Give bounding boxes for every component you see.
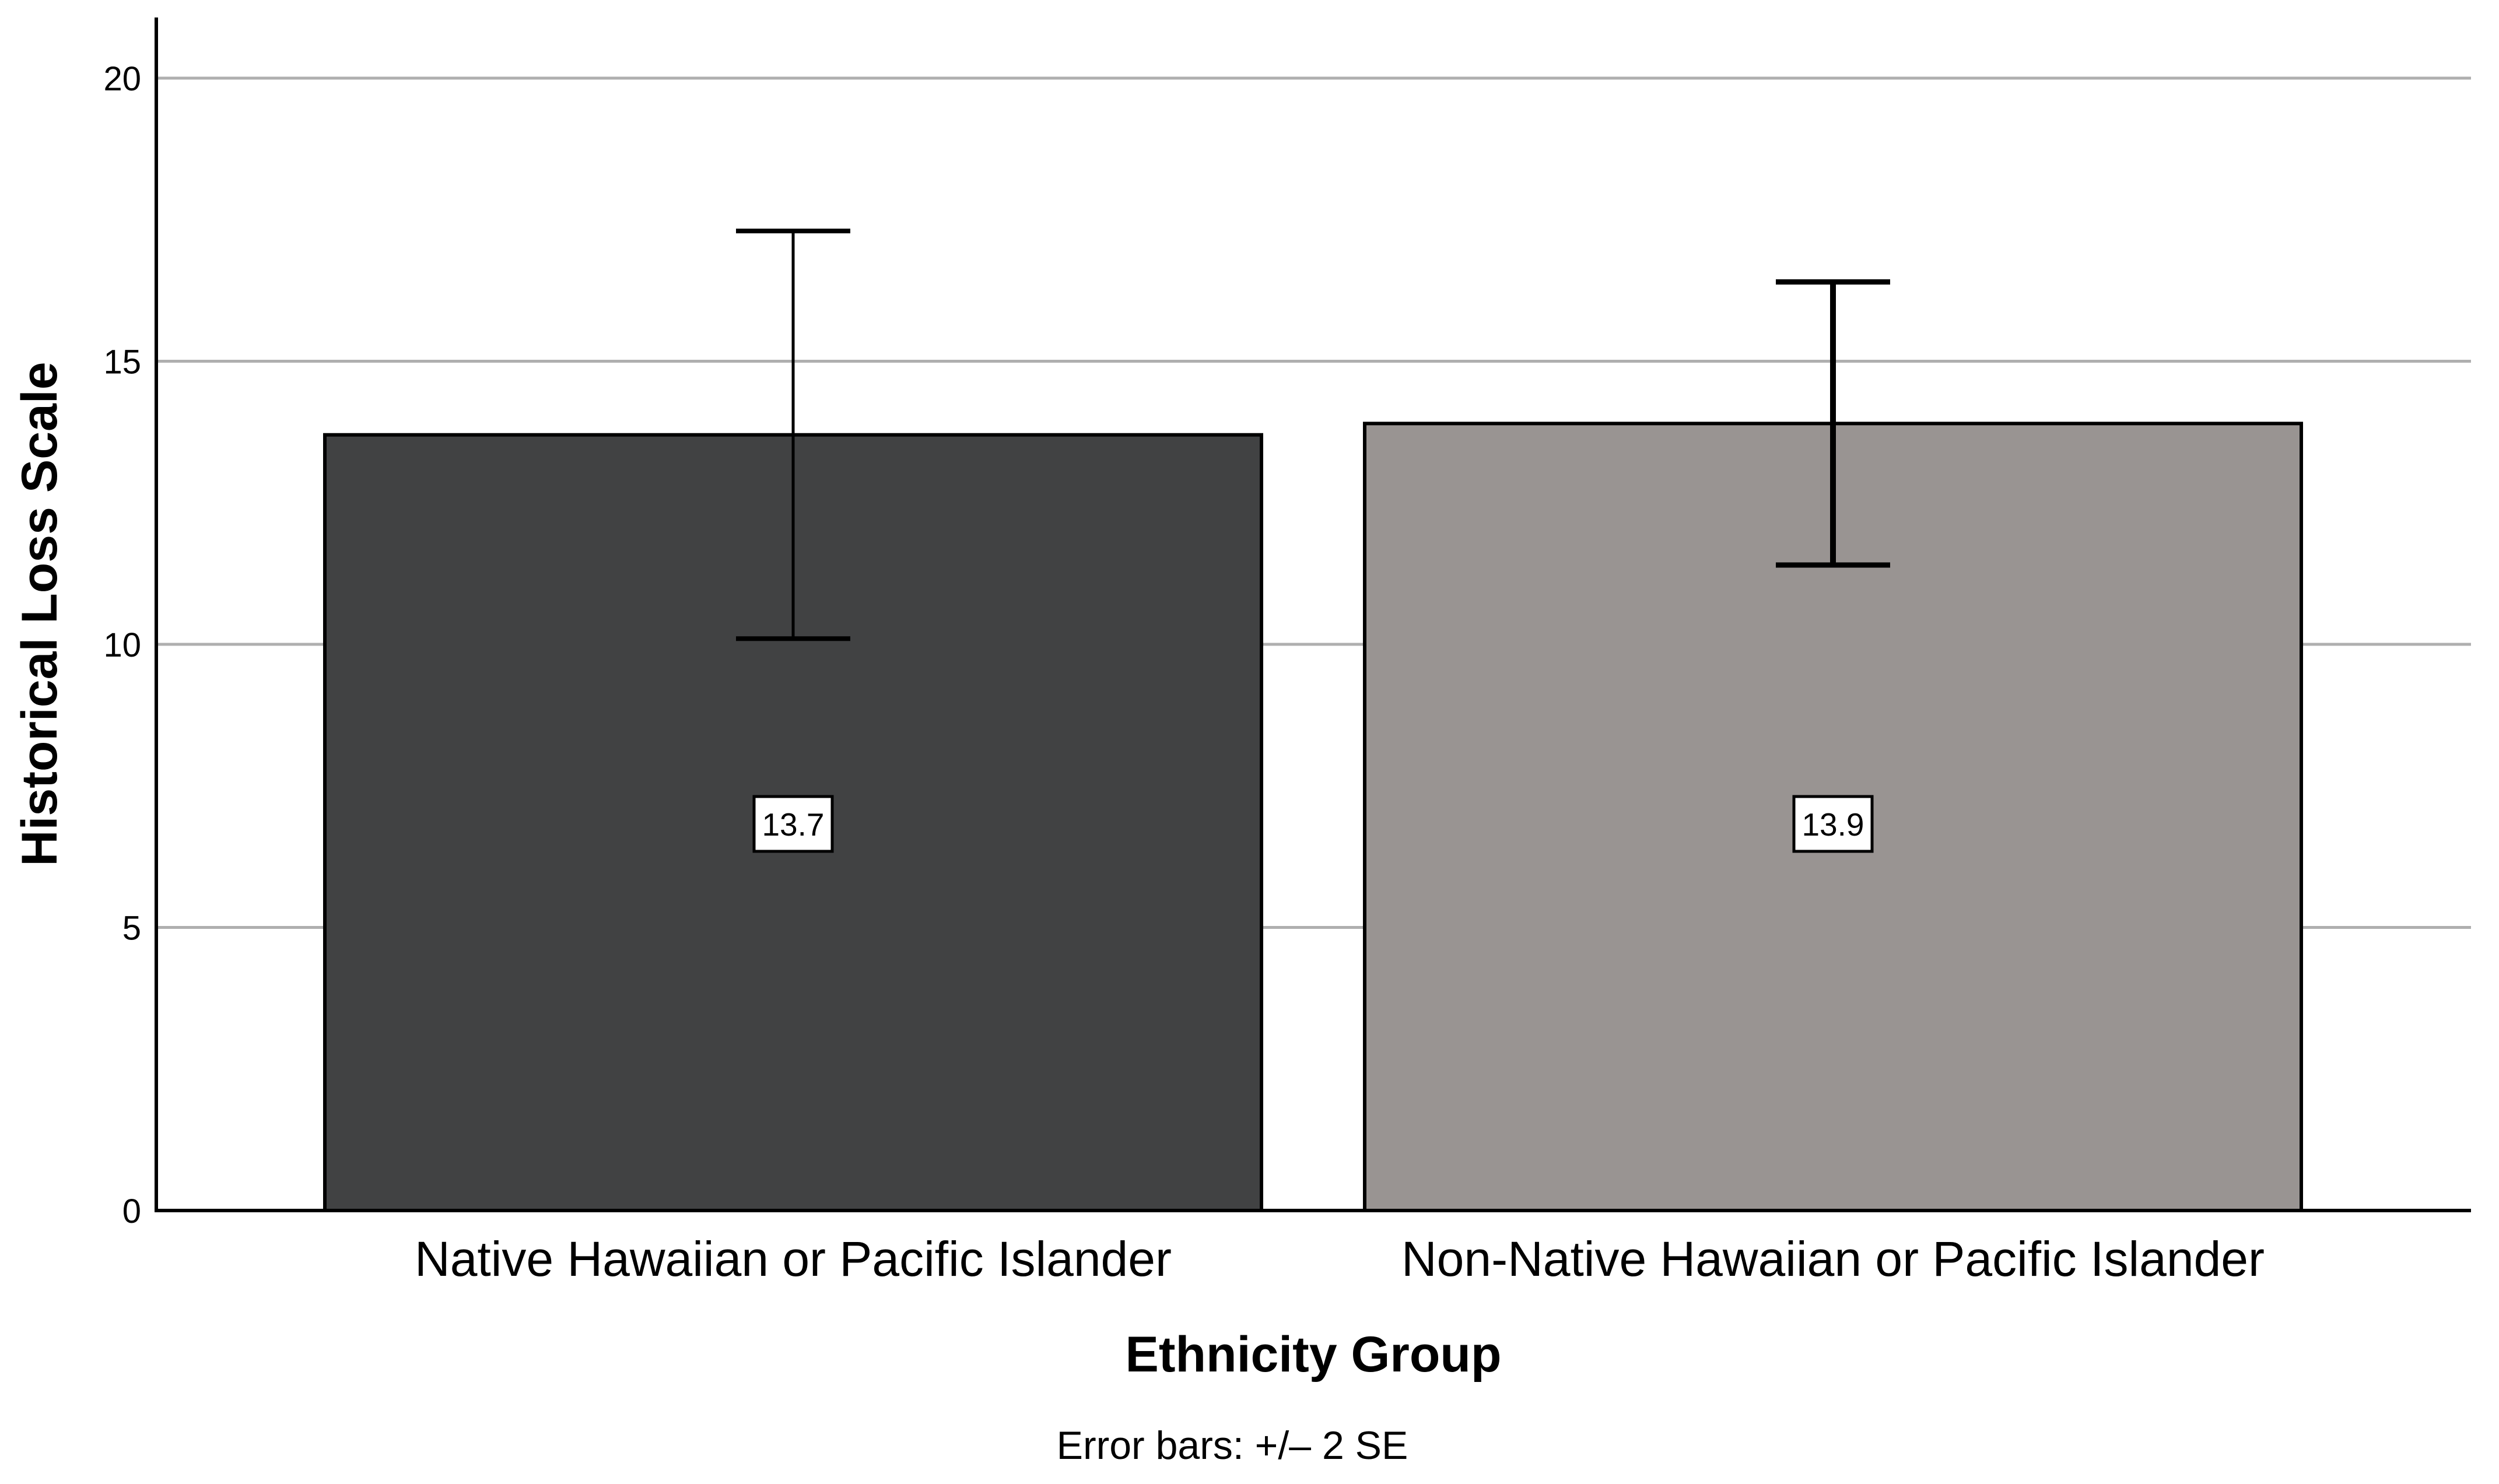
value-label-box-1 bbox=[752, 795, 834, 853]
error-bar-footnote: Error bars: +/– 2 SE bbox=[1057, 1423, 1408, 1468]
y-axis-title: Historical Loss Scale bbox=[12, 362, 68, 866]
value-label-box-2 bbox=[1792, 795, 1874, 853]
value-label-2: 13.9 bbox=[1801, 806, 1864, 843]
y-tick-label-0: 0 bbox=[122, 1192, 141, 1230]
x-axis-title: Ethnicity Group bbox=[1126, 1327, 1502, 1383]
category-label-2: Non-Native Hawaiian or Pacific Islander bbox=[1401, 1232, 2265, 1286]
y-tick-label-5: 5 bbox=[122, 910, 141, 948]
y-tick-labels: 0 5 10 15 20 bbox=[103, 60, 141, 1230]
y-tick-label-10: 10 bbox=[103, 626, 141, 664]
category-labels: Native Hawaiian or Pacific Islander Non-N… bbox=[415, 1232, 2265, 1286]
y-tick-label-15: 15 bbox=[103, 343, 141, 381]
axes bbox=[155, 17, 2471, 1212]
category-label-1: Native Hawaiian or Pacific Islander bbox=[415, 1232, 1172, 1286]
y-tick-label-20: 20 bbox=[103, 60, 141, 98]
error-bars bbox=[736, 229, 1890, 641]
bar-value-labels: 13.7 13.9 bbox=[752, 795, 1874, 853]
value-label-1: 13.7 bbox=[762, 806, 824, 843]
